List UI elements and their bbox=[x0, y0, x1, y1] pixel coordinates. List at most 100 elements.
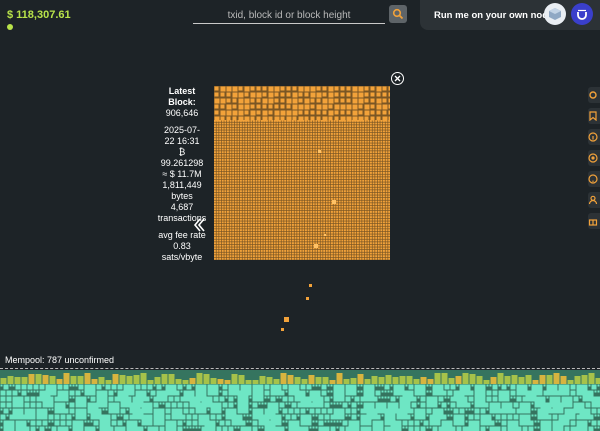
tx-square bbox=[224, 127, 227, 130]
avatar[interactable] bbox=[544, 3, 566, 25]
tx-square bbox=[364, 252, 367, 255]
tx-square bbox=[91, 379, 98, 384]
block-title-line1: Latest bbox=[168, 86, 196, 96]
gift-button[interactable] bbox=[588, 213, 600, 229]
umbrel-avatar[interactable] bbox=[571, 3, 593, 25]
tx-square bbox=[411, 414, 414, 417]
tx-square bbox=[238, 110, 244, 116]
run-node-link[interactable]: Run me on your own node bbox=[434, 10, 554, 21]
previous-block-button[interactable] bbox=[193, 218, 205, 237]
tx-square bbox=[447, 402, 450, 405]
tx-square bbox=[252, 426, 258, 431]
help-button[interactable] bbox=[588, 171, 600, 187]
tx-square bbox=[87, 420, 90, 423]
search-button[interactable] bbox=[389, 5, 407, 23]
tx-square bbox=[357, 255, 359, 258]
tx-square bbox=[331, 153, 333, 156]
tx-square bbox=[351, 244, 354, 247]
settings-button[interactable] bbox=[588, 87, 600, 103]
tx-square bbox=[328, 182, 331, 185]
tx-square bbox=[229, 231, 232, 234]
tx-square bbox=[237, 151, 240, 154]
tx-square bbox=[237, 153, 240, 156]
tx-square bbox=[380, 231, 383, 234]
tx-square bbox=[133, 375, 140, 384]
tx-square bbox=[216, 426, 222, 431]
tx-square bbox=[177, 414, 180, 417]
tx-square bbox=[359, 159, 362, 161]
tx-square bbox=[263, 146, 266, 148]
tx-square bbox=[214, 166, 216, 169]
tx-square bbox=[120, 396, 132, 408]
tx-square bbox=[299, 127, 302, 130]
tx-square bbox=[310, 250, 313, 252]
latest-block-info[interactable]: Latest Block: 906,646 2025-07- 22 16:31 … bbox=[152, 86, 212, 263]
search-input[interactable] bbox=[193, 6, 385, 25]
tx-square bbox=[341, 122, 344, 125]
tx-square bbox=[310, 92, 316, 98]
tx-square bbox=[336, 218, 339, 221]
tx-square bbox=[286, 135, 289, 138]
tx-square bbox=[219, 390, 222, 393]
tx-square bbox=[276, 125, 279, 128]
tx-square bbox=[342, 402, 348, 408]
tx-square bbox=[323, 198, 326, 200]
tx-square bbox=[214, 216, 216, 219]
tx-square bbox=[346, 234, 349, 237]
block-transaction-grid[interactable] bbox=[214, 86, 390, 260]
tx-square bbox=[266, 244, 268, 247]
tx-square bbox=[297, 221, 300, 224]
tx-square bbox=[224, 182, 227, 185]
tx-square bbox=[250, 172, 253, 174]
tx-square bbox=[247, 153, 250, 156]
tx-square bbox=[214, 231, 216, 234]
tx-square bbox=[216, 247, 219, 250]
tx-square bbox=[362, 174, 365, 177]
mempool-transaction-grid[interactable] bbox=[0, 370, 600, 431]
tx-square bbox=[250, 200, 253, 203]
tx-square bbox=[302, 185, 305, 187]
tx-square bbox=[341, 172, 344, 174]
tx-square bbox=[333, 255, 336, 258]
tx-square bbox=[354, 192, 357, 195]
tx-square bbox=[229, 205, 232, 208]
tx-square bbox=[333, 203, 336, 206]
tx-square bbox=[281, 133, 284, 135]
tx-square bbox=[377, 239, 380, 242]
tx-square bbox=[417, 414, 423, 420]
tx-square bbox=[331, 229, 333, 232]
tx-square bbox=[234, 242, 237, 245]
tx-square bbox=[229, 179, 232, 182]
tx-square bbox=[312, 414, 315, 417]
info-button[interactable] bbox=[588, 129, 600, 145]
tx-square bbox=[237, 148, 240, 151]
search-bar[interactable] bbox=[193, 5, 385, 25]
tx-square bbox=[376, 98, 382, 104]
bookmark-button[interactable] bbox=[588, 108, 600, 124]
user-button[interactable] bbox=[588, 192, 600, 208]
tx-square bbox=[305, 257, 307, 260]
block-height[interactable]: 906,646 bbox=[165, 108, 199, 118]
tx-square bbox=[266, 143, 268, 146]
tx-square bbox=[214, 213, 216, 216]
tx-square bbox=[376, 110, 381, 115]
close-button[interactable] bbox=[391, 72, 404, 85]
tx-square bbox=[320, 242, 323, 245]
tx-square bbox=[341, 125, 344, 128]
tx-square bbox=[255, 224, 258, 226]
tx-square bbox=[302, 120, 305, 122]
tx-square bbox=[234, 200, 237, 203]
tx-square bbox=[359, 138, 362, 141]
tx-square bbox=[294, 218, 297, 221]
tx-square bbox=[253, 218, 255, 221]
tx-square bbox=[331, 130, 333, 133]
tx-square bbox=[364, 218, 367, 221]
tx-square bbox=[388, 86, 390, 91]
tx-square bbox=[357, 120, 359, 122]
target-button[interactable] bbox=[588, 150, 600, 166]
tx-square bbox=[312, 130, 315, 133]
tx-square bbox=[380, 229, 383, 232]
tx-square bbox=[377, 203, 380, 206]
tx-square bbox=[292, 143, 294, 146]
tx-square bbox=[292, 120, 294, 122]
